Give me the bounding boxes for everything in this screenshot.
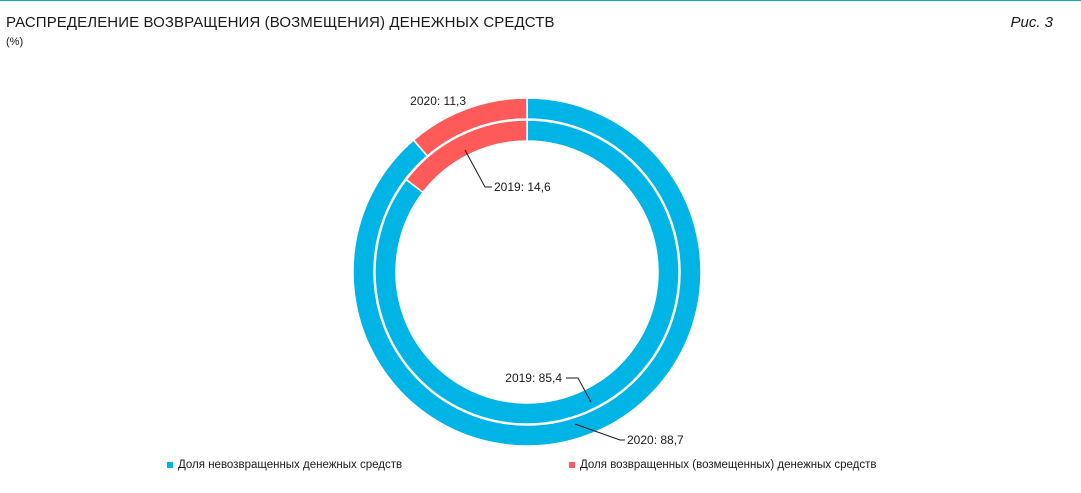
leader-line-2020-0	[574, 423, 625, 441]
donut-rings	[352, 97, 702, 447]
data-label-2020-returned: 2020: 11,3	[410, 94, 466, 108]
unit-label: (%)	[6, 36, 24, 48]
leader-line-2019-0	[566, 377, 592, 403]
donut-callouts: 2020: 88,7 2020: 11,3 2019: 85,4 2019: 14,6	[410, 94, 684, 447]
data-label-2020-not-returned: 2020: 88,7	[627, 433, 684, 447]
slice-2020-returned	[412, 97, 528, 158]
slice-2019-not-returned	[374, 119, 680, 425]
top-rule	[0, 0, 1081, 1]
legend-swatch-not-returned	[167, 462, 173, 468]
data-label-2019-not-returned: 2019: 85,4	[505, 371, 562, 385]
legend-label-not-returned: Доля невозвращенных денежных средств	[178, 459, 403, 471]
legend-swatch-returned	[569, 462, 575, 468]
leader-line-2019-1	[464, 149, 492, 188]
slice-2020-not-returned	[352, 97, 702, 447]
figure-label: Рис. 3	[1010, 14, 1053, 31]
legend-item-not-returned: Доля невозвращенных денежных средств	[167, 459, 402, 471]
chart-title: РАСПРЕДЕЛЕНИЕ ВОЗВРАЩЕНИЯ (ВОЗМЕЩЕНИЯ) Д…	[6, 14, 555, 31]
data-label-2019-returned: 2019: 14,6	[494, 180, 551, 194]
slice-2019-returned	[405, 119, 528, 194]
legend-label-returned: Доля возвращенных (возмещенных) денежных…	[580, 459, 877, 471]
legend-item-returned: Доля возвращенных (возмещенных) денежных…	[569, 459, 876, 471]
